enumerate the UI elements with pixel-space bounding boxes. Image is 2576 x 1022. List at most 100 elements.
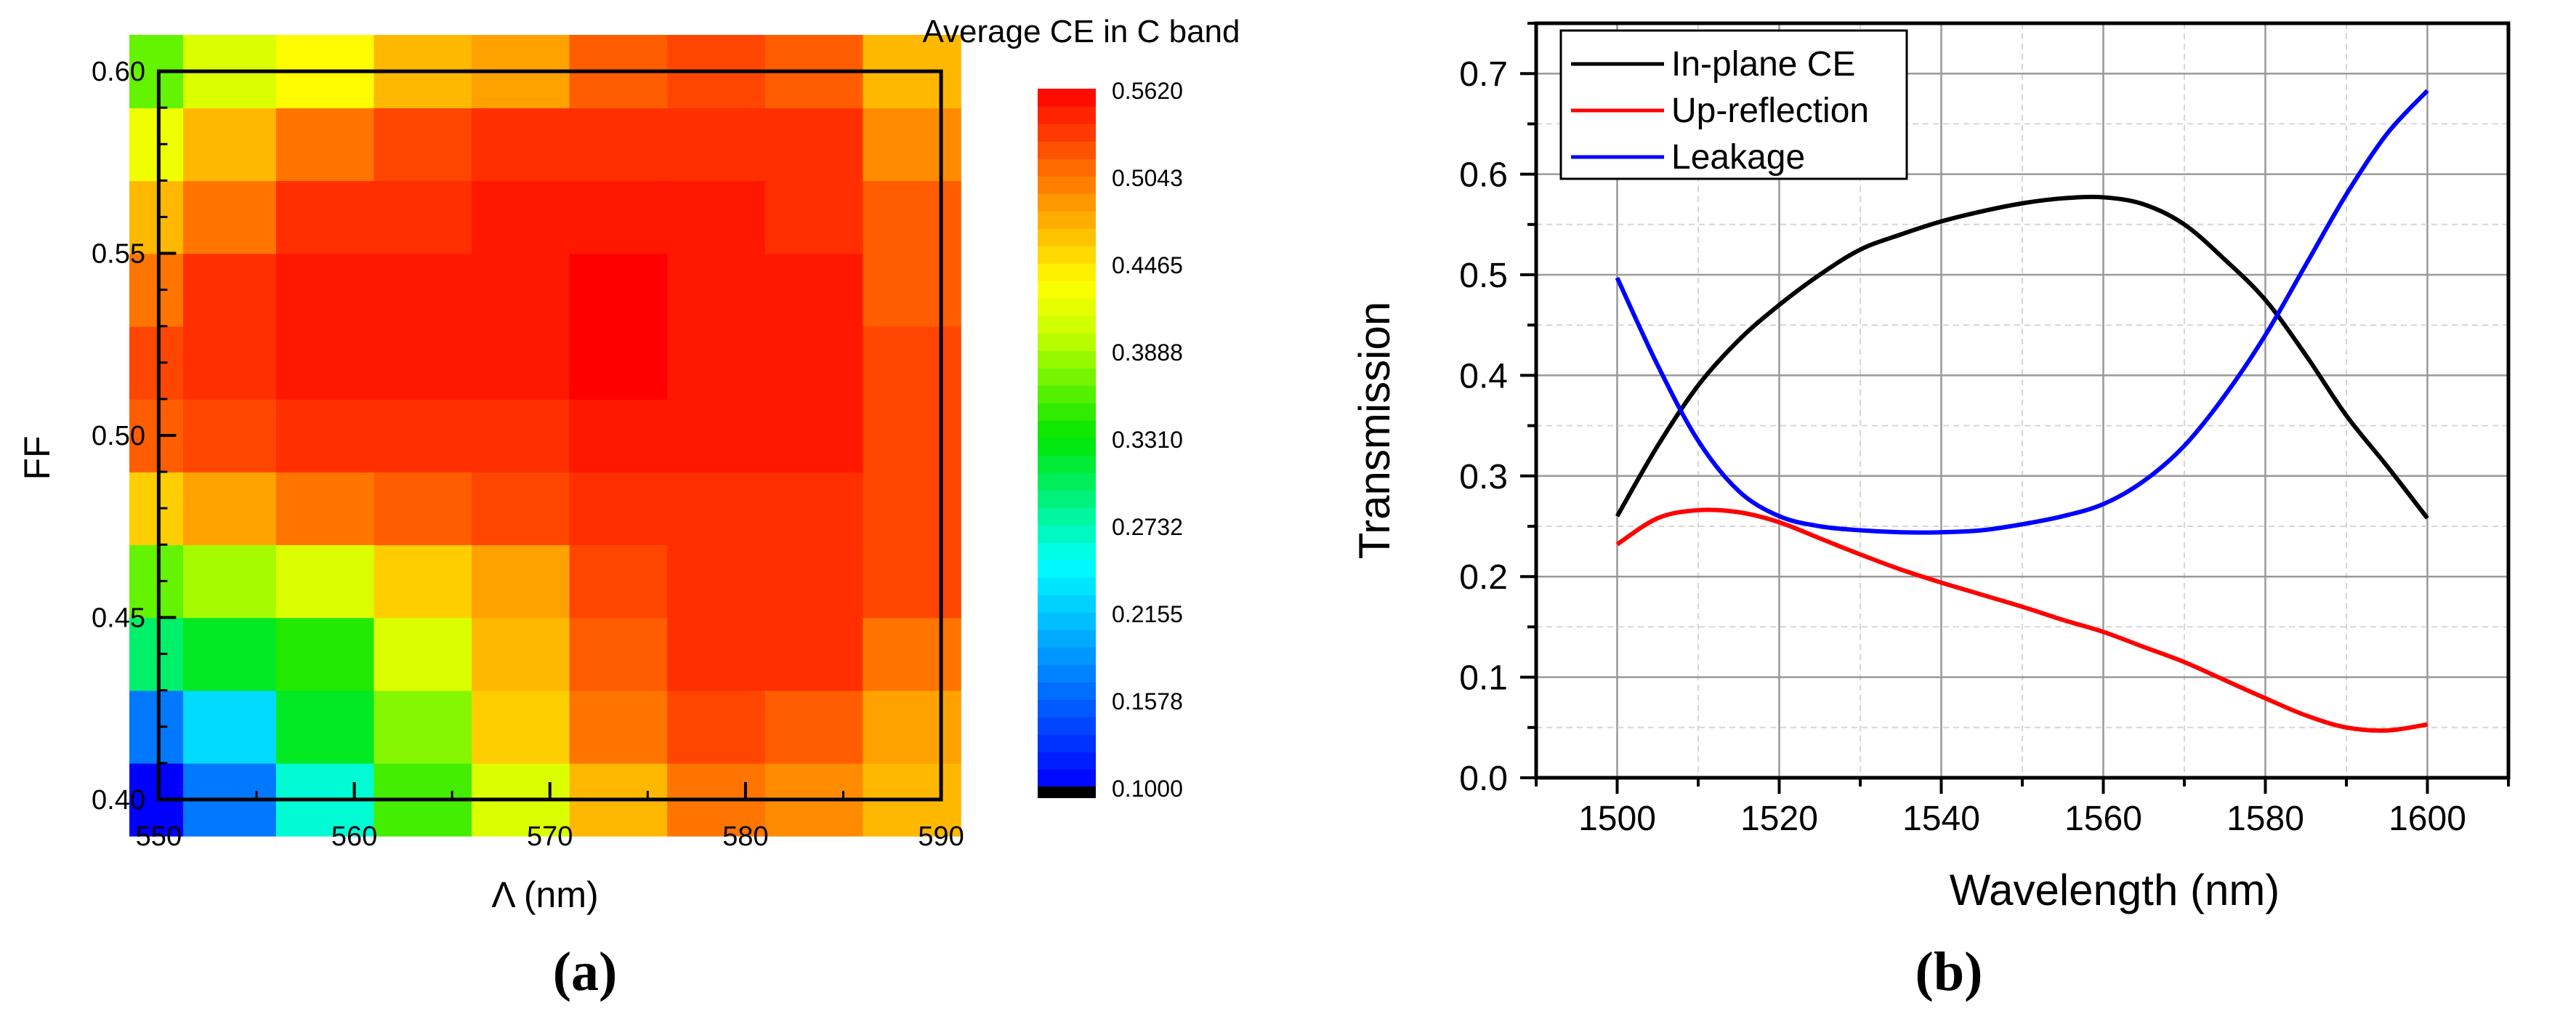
heatmap-cell bbox=[472, 180, 570, 254]
colorbar-segment bbox=[1038, 228, 1096, 246]
line-chart-x-tick-label: 1500 bbox=[1578, 800, 1656, 838]
heatmap-cell bbox=[667, 617, 766, 691]
heatmap-cell bbox=[275, 398, 375, 472]
heatmap-cell bbox=[569, 472, 669, 546]
colorbar-segment bbox=[1038, 141, 1096, 159]
heatmap-x-axis-label: Λ (nm) bbox=[491, 874, 598, 915]
heatmap-cell bbox=[764, 544, 864, 619]
heatmap-cell bbox=[569, 690, 669, 764]
heatmap-cell bbox=[129, 108, 184, 182]
heatmap-x-tick-label: 550 bbox=[136, 821, 182, 852]
heatmap-cell bbox=[472, 398, 570, 472]
series-line-up-reflection bbox=[1615, 507, 2428, 733]
heatmap-title: Average CE in C band bbox=[922, 14, 1240, 49]
heatmap-cell bbox=[374, 108, 472, 182]
heatmap-cell bbox=[183, 398, 277, 472]
line-chart-x-axis-label: Wavelength (nm) bbox=[1950, 866, 2280, 914]
colorbar-segment bbox=[1038, 403, 1096, 421]
colorbar-segment bbox=[1038, 455, 1096, 473]
line-chart-x-tick-label: 1580 bbox=[2226, 800, 2304, 838]
colorbar-segment bbox=[1038, 124, 1096, 142]
colorbar-segment bbox=[1038, 368, 1096, 386]
heatmap-cell bbox=[764, 690, 864, 764]
heatmap-cell bbox=[764, 617, 864, 691]
series-line-leakage bbox=[1615, 89, 2429, 535]
heatmap-cell bbox=[764, 108, 864, 182]
colorbar-segment bbox=[1038, 333, 1096, 351]
heatmap-cell bbox=[764, 253, 864, 327]
line-chart-x-tick-label: 1520 bbox=[1740, 800, 1818, 838]
colorbar-segment bbox=[1038, 542, 1096, 560]
colorbar-segment bbox=[1038, 647, 1096, 665]
colorbar-tick-label: 0.1000 bbox=[1112, 776, 1183, 802]
line-chart-y-tick-label: 0.3 bbox=[1459, 458, 1508, 496]
colorbar-segment bbox=[1038, 158, 1096, 177]
colorbar-segment bbox=[1038, 752, 1096, 770]
heatmap-cell bbox=[569, 544, 669, 619]
heatmap-cell bbox=[374, 472, 472, 546]
heatmap-cell bbox=[129, 180, 184, 254]
heatmap-cell bbox=[129, 544, 184, 619]
heatmap-cell bbox=[472, 253, 570, 327]
heatmap-cell bbox=[472, 544, 570, 619]
heatmap-cell bbox=[129, 472, 184, 546]
heatmap-x-tick-label: 570 bbox=[527, 821, 573, 852]
heatmap-cell bbox=[275, 108, 375, 182]
heatmap-cell bbox=[183, 544, 277, 619]
colorbar-tick-label: 0.2732 bbox=[1112, 514, 1183, 540]
colorbar-tick-label: 0.3888 bbox=[1112, 339, 1183, 366]
series-line-in-plane-ce bbox=[1615, 194, 2429, 520]
colorbar-segment bbox=[1038, 211, 1096, 229]
heatmap-cell bbox=[275, 617, 375, 691]
heatmap-cell bbox=[129, 690, 184, 764]
heatmap-cell bbox=[183, 253, 277, 327]
heatmap-cell bbox=[863, 180, 961, 254]
line-chart-x-tick-label: 1560 bbox=[2064, 800, 2142, 838]
colorbar-tick-label: 0.5043 bbox=[1112, 165, 1183, 191]
panel-label-a: (a) bbox=[553, 941, 618, 1002]
heatmap-cell bbox=[129, 253, 184, 327]
heatmap-cell bbox=[374, 544, 472, 619]
heatmap-cell bbox=[569, 398, 669, 472]
heatmap-cell bbox=[569, 326, 669, 400]
colorbar-segment bbox=[1038, 699, 1096, 717]
heatmap-cell bbox=[183, 617, 277, 691]
heatmap-cell bbox=[129, 617, 184, 691]
heatmap-cell bbox=[863, 253, 961, 327]
colorbar-segment bbox=[1038, 664, 1096, 683]
heatmap-cell bbox=[569, 180, 669, 254]
colorbar-segment bbox=[1038, 298, 1096, 316]
heatmap-cell bbox=[129, 326, 184, 400]
line-chart-y-tick-label: 0.6 bbox=[1459, 156, 1508, 195]
heatmap-cell bbox=[863, 326, 961, 400]
legend: In-plane CE Up-reflection Leakage bbox=[1559, 29, 1908, 180]
line-chart-x-ticks: 1500 1520 1540 1560 1580 1600 bbox=[1535, 778, 2510, 838]
heatmap-cell bbox=[183, 690, 277, 764]
heatmap-cell bbox=[569, 253, 669, 327]
line-chart-y-axis-label: Transmission bbox=[1350, 302, 1399, 560]
colorbar-segment bbox=[1038, 420, 1096, 438]
colorbar-segment bbox=[1038, 385, 1096, 403]
heatmap-cell bbox=[863, 617, 961, 691]
colorbar-segment bbox=[1038, 629, 1096, 648]
heatmap-y-tick-label: 0.45 bbox=[92, 603, 145, 633]
heatmap-cell bbox=[275, 544, 375, 619]
colorbar-tick-label: 0.3310 bbox=[1112, 427, 1183, 453]
heatmap-y-tick-label: 0.60 bbox=[92, 57, 145, 87]
colorbar-segment bbox=[1038, 595, 1096, 613]
heatmap-cell bbox=[667, 253, 766, 327]
heatmap-cell bbox=[764, 398, 864, 472]
heatmap-cell bbox=[275, 326, 375, 400]
legend-box bbox=[1559, 29, 1908, 180]
heatmap-cell bbox=[569, 617, 669, 691]
heatmap-cell bbox=[863, 398, 961, 472]
colorbar-segment bbox=[1038, 490, 1096, 508]
line-chart-panel: 1500 1520 1540 1560 1580 1600 0.0 0.1 0.2 0.3 0.4… bbox=[1350, 21, 2511, 1002]
heatmap-cell bbox=[667, 108, 766, 182]
colorbar-segment bbox=[1038, 612, 1096, 630]
heatmap-cell bbox=[667, 326, 766, 400]
colorbar-segment bbox=[1038, 472, 1096, 491]
heatmap-x-ticks: 550 560 570 580 590 bbox=[136, 781, 964, 852]
heatmap-cell bbox=[183, 472, 277, 546]
